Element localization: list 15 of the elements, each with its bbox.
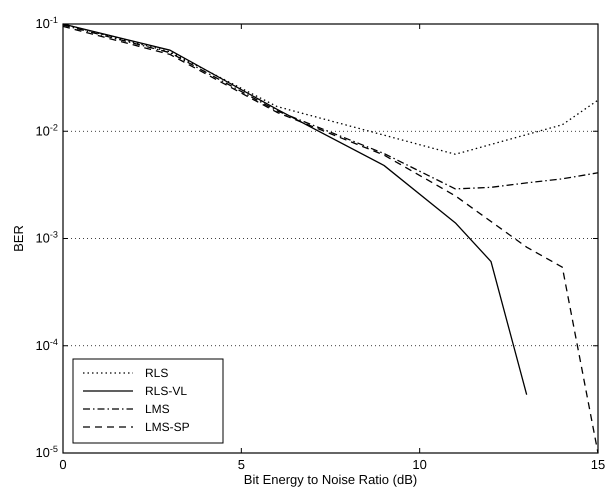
y-tick-label: 10$^{-5}$: [35, 444, 58, 460]
x-axis-title: Bit Energy to Noise Ratio (dB): [244, 472, 418, 487]
x-tick-label: 0: [59, 457, 67, 472]
legend-label: LMS: [145, 402, 170, 416]
y-tick-label: 10$^{-4}$: [35, 336, 58, 353]
x-tick-label: 5: [238, 457, 245, 472]
legend-label: RLS: [145, 366, 168, 380]
y-tick-label: 10$^{-2}$: [35, 122, 58, 138]
y-axis-title: BER: [11, 225, 26, 252]
legend-label: RLS-VL: [145, 384, 188, 398]
x-tick-label: 10: [412, 457, 427, 472]
legend-label: LMS-SP: [145, 420, 190, 434]
y-tick-label: 10$^{-1}$: [35, 15, 58, 31]
x-tick-label: 15: [590, 457, 606, 472]
y-tick-label: 10$^{-3}$: [35, 230, 58, 246]
